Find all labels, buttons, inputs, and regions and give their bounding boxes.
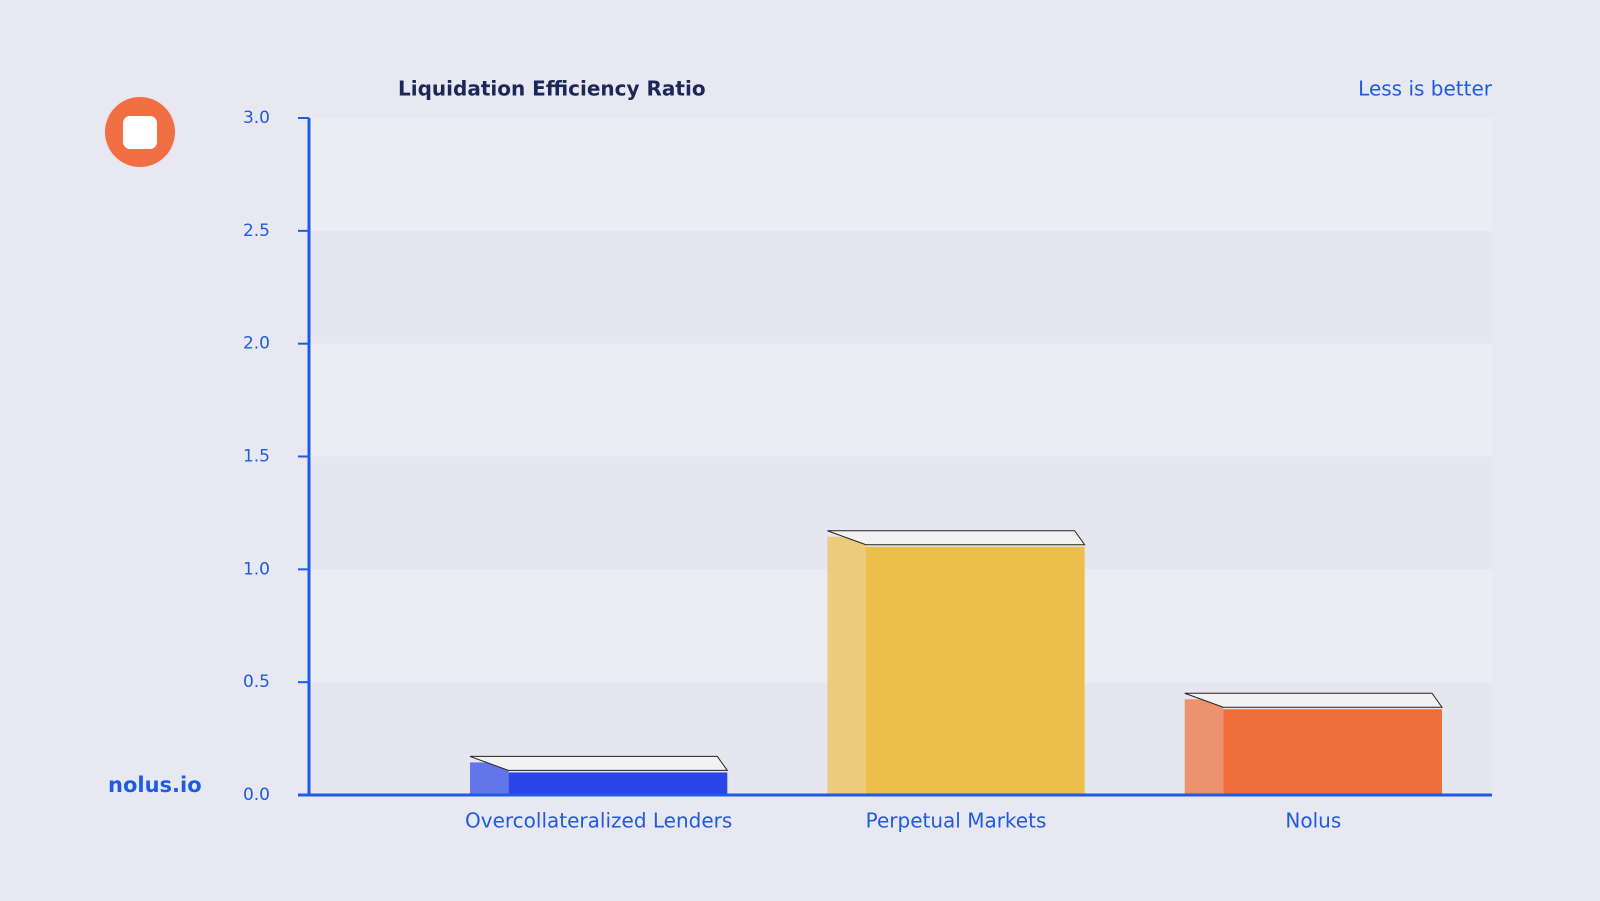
- bar-top: [469, 755, 729, 771]
- y-tick-label: 0.0: [243, 785, 270, 805]
- grid-band: [309, 118, 1492, 231]
- y-tick-label: 2.5: [243, 221, 270, 241]
- bar: [865, 546, 1085, 795]
- bar-side: [827, 536, 866, 795]
- bar-top: [1184, 692, 1443, 708]
- grid-band: [309, 230, 1492, 344]
- bar: [1223, 709, 1442, 795]
- y-tick-label: 1.5: [243, 447, 270, 467]
- x-tick-label: Nolus: [1285, 809, 1341, 833]
- x-tick-label: Perpetual Markets: [866, 809, 1047, 833]
- logo-mark: [123, 116, 157, 149]
- x-tick-label: Overcollateralized Lenders: [465, 809, 732, 833]
- annotation: Less is better: [1358, 77, 1493, 101]
- bar-top: [827, 530, 1086, 546]
- y-tick-label: 2.0: [243, 334, 270, 354]
- y-tick-label: 3.0: [243, 108, 270, 128]
- bar-side: [1184, 699, 1224, 795]
- grid-band: [309, 343, 1492, 457]
- brand: nolus.io: [108, 773, 202, 797]
- bar: [508, 772, 728, 795]
- chart-title: Liquidation Efficiency Ratio: [398, 77, 706, 101]
- y-tick-label: 1.0: [243, 559, 270, 579]
- y-tick-label: 0.5: [243, 672, 270, 692]
